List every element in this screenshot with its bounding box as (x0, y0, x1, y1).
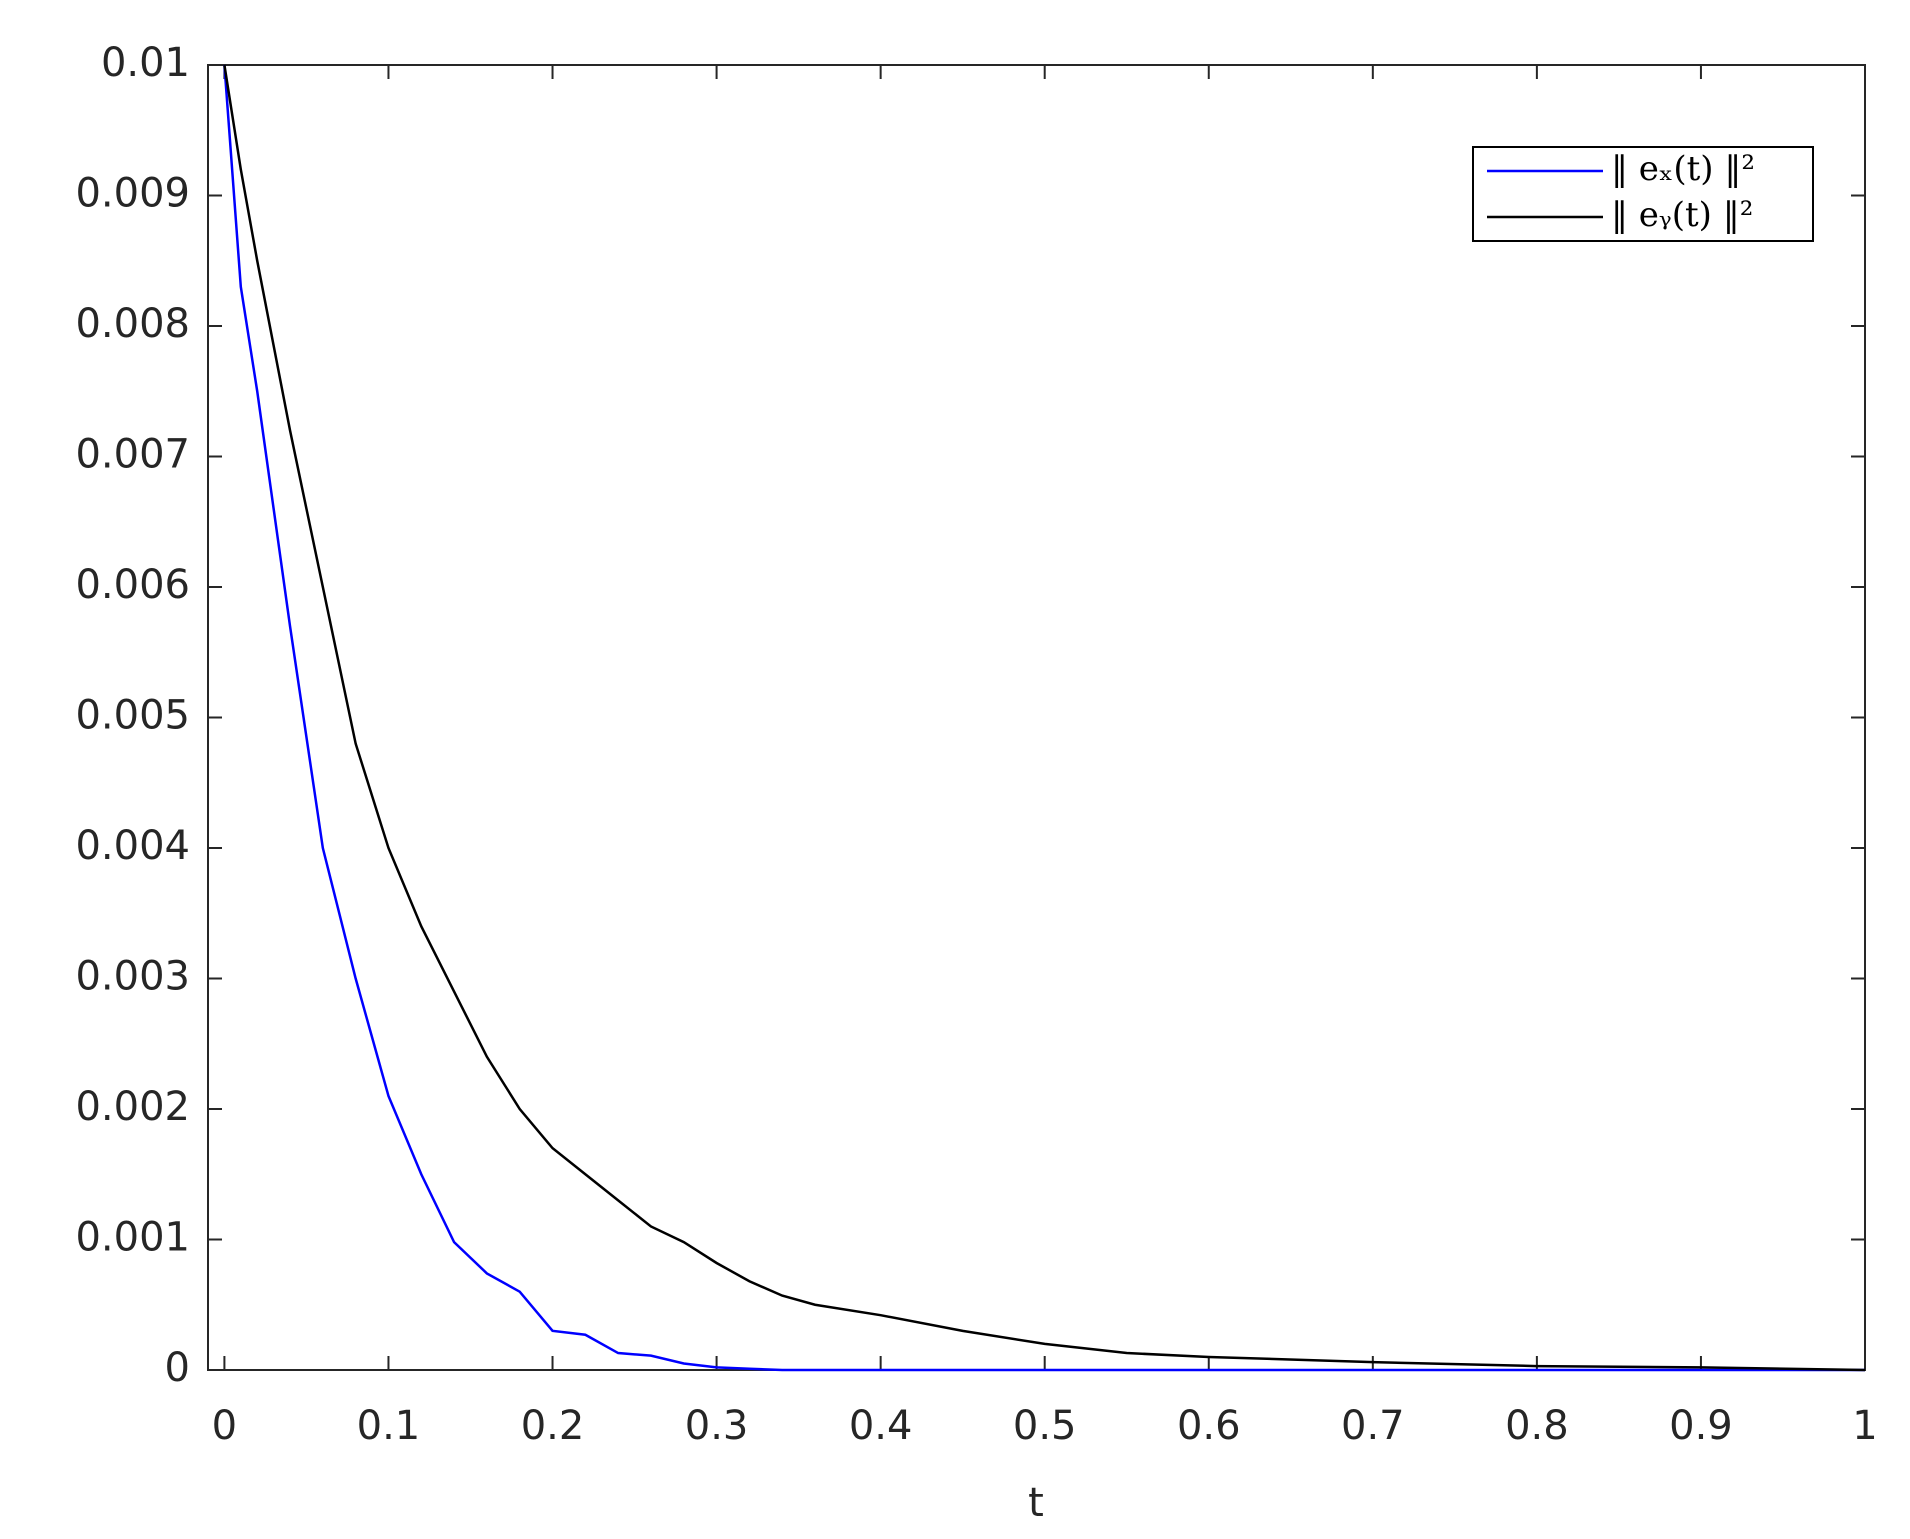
x-tick-label: 0.3 (685, 1403, 749, 1449)
plot-frame (207, 64, 1866, 1371)
y-tick-label: 0.004 (75, 823, 190, 869)
legend-label: ‖ eₓ(t) ‖² (1611, 149, 1755, 189)
x-tick-label: 1 (1852, 1403, 1877, 1449)
x-tick-label: 0.2 (521, 1403, 585, 1449)
x-tick-label: 0.6 (1177, 1403, 1241, 1449)
data-line (223, 64, 1866, 1372)
y-tick-label: 0.009 (75, 171, 190, 217)
x-tick-label: 0.9 (1669, 1403, 1733, 1449)
y-tick-label: 0.006 (75, 562, 190, 608)
legend-box (1472, 146, 1814, 242)
x-tick-label: 0.8 (1505, 1403, 1569, 1449)
y-tick-label: 0.01 (101, 40, 190, 86)
x-axis-label: t (1028, 1480, 1044, 1526)
y-tick-label: 0.008 (75, 301, 190, 347)
x-tick-label: 0.4 (849, 1403, 913, 1449)
legend-label: ‖ eᵧ(t) ‖² (1611, 195, 1753, 235)
x-tick-label: 0.7 (1341, 1403, 1405, 1449)
x-tick-label: 0 (212, 1403, 237, 1449)
y-tick-label: 0.003 (75, 954, 190, 1000)
y-tick-label: 0.002 (75, 1084, 190, 1130)
y-tick-label: 0.001 (75, 1215, 190, 1261)
y-tick-label: 0.005 (75, 693, 190, 739)
y-tick-label: 0 (165, 1345, 190, 1391)
x-tick-label: 0.1 (357, 1403, 421, 1449)
x-tick-label: 0.5 (1013, 1403, 1077, 1449)
data-line (223, 64, 1865, 1372)
y-tick-label: 0.007 (75, 432, 190, 478)
